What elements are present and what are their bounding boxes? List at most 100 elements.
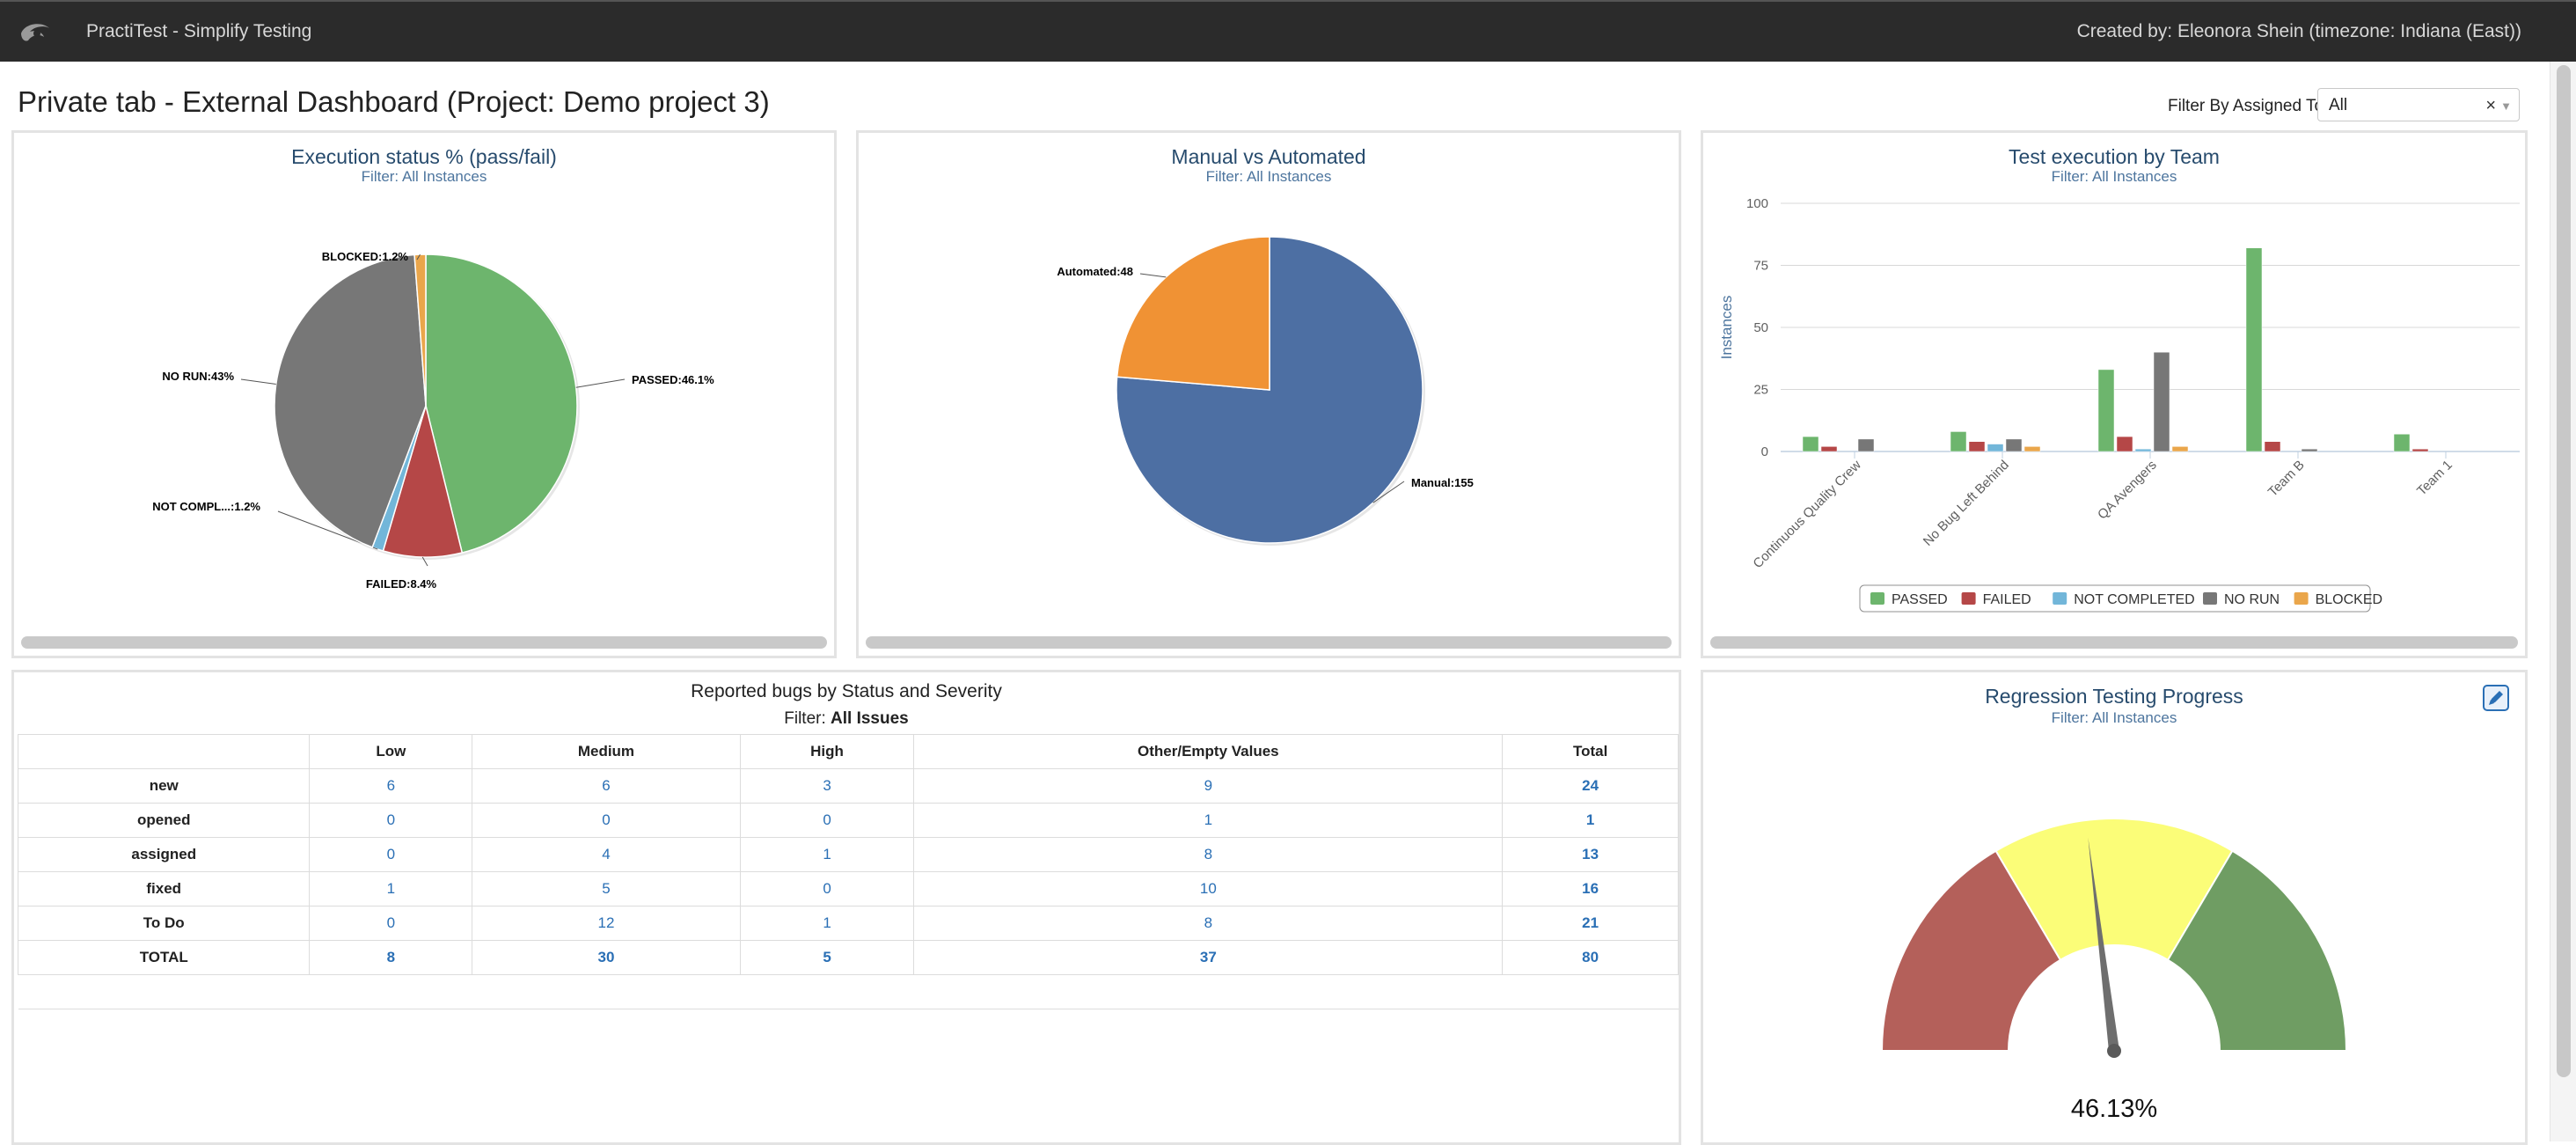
pie-slice-passed[interactable] xyxy=(425,253,578,554)
table-empty-row xyxy=(18,974,1679,1009)
bar-passed[interactable] xyxy=(2245,247,2263,452)
pie-slice-blocked[interactable] xyxy=(413,253,427,407)
gauge-needle xyxy=(2088,837,2119,1052)
empty-cell xyxy=(913,974,1503,1009)
table-row: opened 0 0 0 1 1 xyxy=(17,803,1679,838)
bar-not-completed[interactable] xyxy=(2134,448,2152,452)
x-tick-label: Continuous Quality Crew xyxy=(1750,458,1863,571)
row-total-link[interactable]: 80 xyxy=(1502,940,1679,975)
bar-passed[interactable] xyxy=(2097,369,2115,452)
row-status-label: TOTAL xyxy=(17,940,311,975)
bug-count-link[interactable]: 0 xyxy=(309,803,473,838)
legend-label[interactable]: FAILED xyxy=(1983,592,2031,607)
execution-status-pie-chart: PASSED:46.1% FAILED:8.4% NOT COMPL...:1.2%… xyxy=(152,250,714,591)
bug-count-link[interactable]: 8 xyxy=(913,837,1504,872)
legend-swatch-not-completed[interactable] xyxy=(2053,592,2067,605)
legend-label[interactable]: NOT COMPLETED xyxy=(2074,592,2195,607)
bug-count-link[interactable]: 0 xyxy=(739,871,915,906)
bugs-table-filter: Filter: All Issues xyxy=(14,709,1679,729)
pie-slice-automated-connector xyxy=(1139,273,1167,278)
legend-label[interactable]: NO RUN xyxy=(2224,592,2280,607)
bar-passed[interactable] xyxy=(2393,434,2411,452)
legend-label[interactable]: BLOCKED xyxy=(2316,592,2382,607)
horizontal-scrollbar[interactable] xyxy=(866,636,1672,649)
practitest-logo-icon[interactable] xyxy=(16,16,56,49)
pie-slice-failed[interactable] xyxy=(382,403,464,558)
reported-bugs-panel: Reported bugs by Status and Severity Fil… xyxy=(11,670,1681,1145)
bar-no-run[interactable] xyxy=(2005,438,2023,452)
bar-no-run[interactable] xyxy=(1857,438,1875,452)
bar-blocked[interactable] xyxy=(2171,446,2189,452)
bar-passed[interactable] xyxy=(1950,431,1967,452)
bug-count-link[interactable]: 5 xyxy=(472,871,741,906)
row-total-link[interactable]: 21 xyxy=(1502,906,1679,941)
bar-no-run[interactable] xyxy=(2301,448,2318,452)
row-total-link[interactable]: 13 xyxy=(1502,837,1679,872)
bug-count-link[interactable]: 37 xyxy=(913,940,1504,975)
bug-count-link[interactable]: 1 xyxy=(913,803,1504,838)
bug-count-link[interactable]: 0 xyxy=(309,837,473,872)
bar-failed[interactable] xyxy=(1968,441,1986,452)
bar-failed[interactable] xyxy=(2264,441,2281,452)
legend-swatch-failed[interactable] xyxy=(1961,592,1976,605)
gauge-value-label: 46.13% xyxy=(2070,1095,2158,1123)
pie-slice-automated[interactable] xyxy=(1116,236,1270,391)
bar-failed[interactable] xyxy=(2116,436,2133,452)
row-status-label: To Do xyxy=(17,906,311,941)
row-status-label: opened xyxy=(17,803,311,838)
vertical-scrollbar-thumb[interactable] xyxy=(2557,65,2571,1077)
bug-count-link[interactable]: 4 xyxy=(472,837,741,872)
vertical-scrollbar[interactable] xyxy=(2550,62,2576,1141)
horizontal-scrollbar[interactable] xyxy=(21,636,827,649)
bar-blocked[interactable] xyxy=(2023,446,2041,452)
bug-count-link[interactable]: 8 xyxy=(309,940,473,975)
manual-automated-pie-chart: Manual:155 Automated:48 xyxy=(1057,236,1474,546)
bug-count-link[interactable]: 1 xyxy=(309,871,473,906)
bug-count-link[interactable]: 12 xyxy=(472,906,741,941)
bug-count-link[interactable]: 1 xyxy=(739,906,915,941)
panel-title: Test execution by Team xyxy=(2009,145,2220,168)
legend-swatch-no-run[interactable] xyxy=(2203,592,2217,605)
bug-count-link[interactable]: 0 xyxy=(472,803,741,838)
bug-count-link[interactable]: 0 xyxy=(739,803,915,838)
legend-swatch-passed[interactable] xyxy=(1870,592,1884,605)
pie-slice-passed-label: PASSED:46.1% xyxy=(632,373,714,386)
clear-filter-icon[interactable]: × xyxy=(2485,96,2496,115)
chevron-down-icon[interactable]: ▼ xyxy=(2500,99,2512,113)
table-header-row: Low Medium High Other/Empty Values Total xyxy=(17,734,1679,769)
filter-assigned-select[interactable]: All × ▼ xyxy=(2317,88,2520,121)
pencil-edit-icon[interactable] xyxy=(2483,685,2509,711)
bar-not-completed[interactable] xyxy=(1987,444,2004,452)
bar-failed[interactable] xyxy=(1820,446,1838,452)
bug-count-link[interactable]: 9 xyxy=(913,768,1504,804)
bug-count-link[interactable]: 6 xyxy=(472,768,741,804)
bug-count-link[interactable]: 6 xyxy=(309,768,473,804)
bug-count-link[interactable]: 1 xyxy=(739,837,915,872)
row-total-link[interactable]: 16 xyxy=(1502,871,1679,906)
bug-count-link[interactable]: 3 xyxy=(739,768,915,804)
bar-failed[interactable] xyxy=(2411,448,2429,452)
bug-count-link[interactable]: 30 xyxy=(472,940,741,975)
row-status-label: fixed xyxy=(17,871,311,906)
filter-assigned-label: Filter By Assigned To xyxy=(2168,97,2324,115)
bug-count-link[interactable]: 0 xyxy=(309,906,473,941)
legend-label[interactable]: PASSED xyxy=(1892,592,1948,607)
bar-no-run[interactable] xyxy=(2153,351,2170,452)
bar-passed[interactable] xyxy=(1802,436,1819,452)
panel-subtitle: Filter: All Instances xyxy=(361,168,487,185)
regression-progress-panel: Regression Testing Progress Filter: All … xyxy=(1701,670,2528,1145)
legend-swatch-blocked[interactable] xyxy=(2294,592,2309,605)
y-tick-label: 50 xyxy=(1753,320,1768,335)
pie-slice-manual-connector xyxy=(1372,481,1405,503)
x-tick-label: No Bug Left Behind xyxy=(1921,458,2012,549)
bug-count-link[interactable]: 8 xyxy=(913,906,1504,941)
bug-count-link[interactable]: 10 xyxy=(913,871,1504,906)
row-total-link[interactable]: 1 xyxy=(1502,803,1679,838)
empty-cell xyxy=(1502,974,1679,1009)
pie-slice-automated-label: Automated:48 xyxy=(1057,265,1133,278)
row-total-link[interactable]: 24 xyxy=(1502,768,1679,804)
horizontal-scrollbar[interactable] xyxy=(1710,636,2518,649)
bug-count-link[interactable]: 5 xyxy=(739,940,915,975)
pie-slice-no-run[interactable] xyxy=(274,253,427,548)
table-header-medium: Medium xyxy=(472,734,741,769)
